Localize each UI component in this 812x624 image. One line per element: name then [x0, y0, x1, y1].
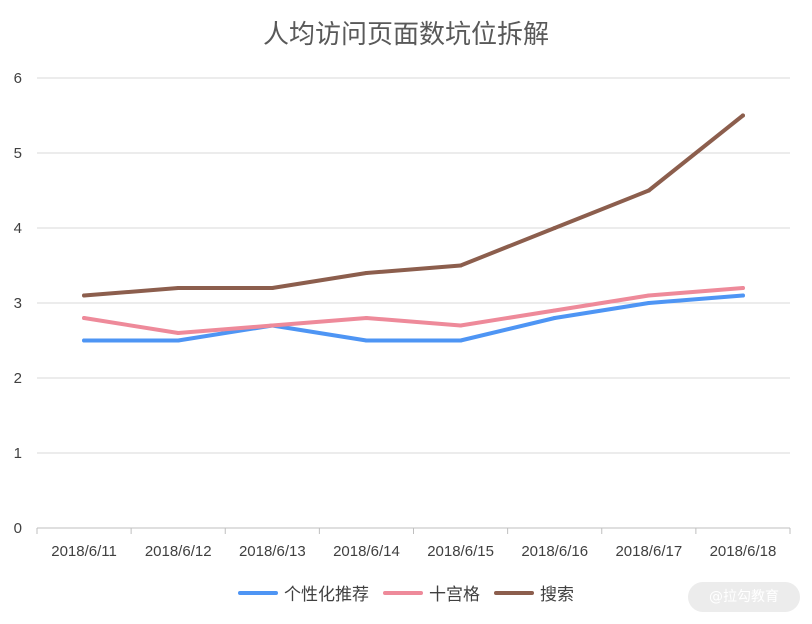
legend-label-2: 搜索	[540, 585, 574, 605]
x-tick-label-1: 2018/6/12	[145, 543, 212, 560]
series-0-point-3	[364, 338, 369, 343]
series-0-point-4	[458, 338, 463, 343]
series-1-point-7	[740, 286, 745, 290]
x-tick-label-5: 2018/6/16	[521, 543, 588, 560]
series-2-point-7	[740, 113, 745, 118]
series-2-point-4	[458, 263, 463, 268]
series-0-point-0	[82, 338, 87, 343]
series-0-point-7	[740, 293, 745, 298]
series-1-point-4	[458, 323, 463, 328]
y-tick-label-3: 3	[14, 295, 22, 312]
series-1-point-1	[176, 331, 181, 335]
series-2-point-5	[552, 226, 557, 230]
y-tick-label-0: 0	[14, 520, 22, 537]
x-tick-label-2: 2018/6/13	[239, 543, 306, 560]
chart-legend: 个性化推荐 十宫格 搜索	[0, 580, 812, 605]
y-tick-label-4: 4	[14, 220, 22, 237]
watermark: @拉勾教育	[688, 582, 800, 612]
series-1-point-3	[364, 316, 369, 320]
legend-swatch-1	[383, 590, 423, 595]
series-2-point-3	[364, 271, 369, 275]
series-1-point-6	[646, 293, 651, 298]
legend-label-0: 个性化推荐	[284, 585, 369, 605]
series-2-point-6	[646, 188, 651, 193]
x-tick-label-3: 2018/6/14	[333, 543, 400, 560]
legend-item-2[interactable]: 搜索	[494, 580, 574, 605]
series-2-point-1	[176, 286, 181, 290]
series-line-0	[82, 293, 745, 343]
y-tick-label-1: 1	[14, 445, 22, 462]
legend-swatch-2	[494, 590, 534, 595]
legend-item-1[interactable]: 十宫格	[383, 580, 480, 605]
line-chart: 0 1 2 3 4 5 6 2018/6/11 2018/6/12 2018/6/13 2018/6…	[14, 70, 791, 560]
legend-label-1: 十宫格	[429, 585, 480, 605]
series-line-2	[82, 113, 745, 298]
series-2-point-0	[82, 293, 87, 298]
y-tick-label-2: 2	[14, 370, 22, 387]
series-1-point-2	[270, 323, 275, 328]
x-tick-label-6: 2018/6/17	[615, 543, 682, 560]
series-0-point-1	[176, 338, 181, 343]
series-line-1	[82, 286, 745, 335]
legend-swatch-0	[238, 590, 278, 595]
series-1-point-0	[82, 316, 87, 320]
chart-title: 人均访问页面数坑位拆解	[262, 20, 549, 50]
x-tick-label-7: 2018/6/18	[710, 543, 777, 560]
series-0-point-6	[646, 301, 651, 305]
series-0-point-5	[552, 316, 557, 320]
legend-item-0[interactable]: 个性化推荐	[238, 580, 369, 605]
y-tick-label-6: 6	[14, 70, 22, 87]
series-1-point-5	[552, 308, 557, 313]
y-tick-label-5: 5	[14, 145, 22, 162]
x-tick-label-0: 2018/6/11	[51, 543, 117, 560]
x-tick-label-4: 2018/6/15	[427, 543, 494, 560]
series-2-point-2	[270, 286, 275, 290]
